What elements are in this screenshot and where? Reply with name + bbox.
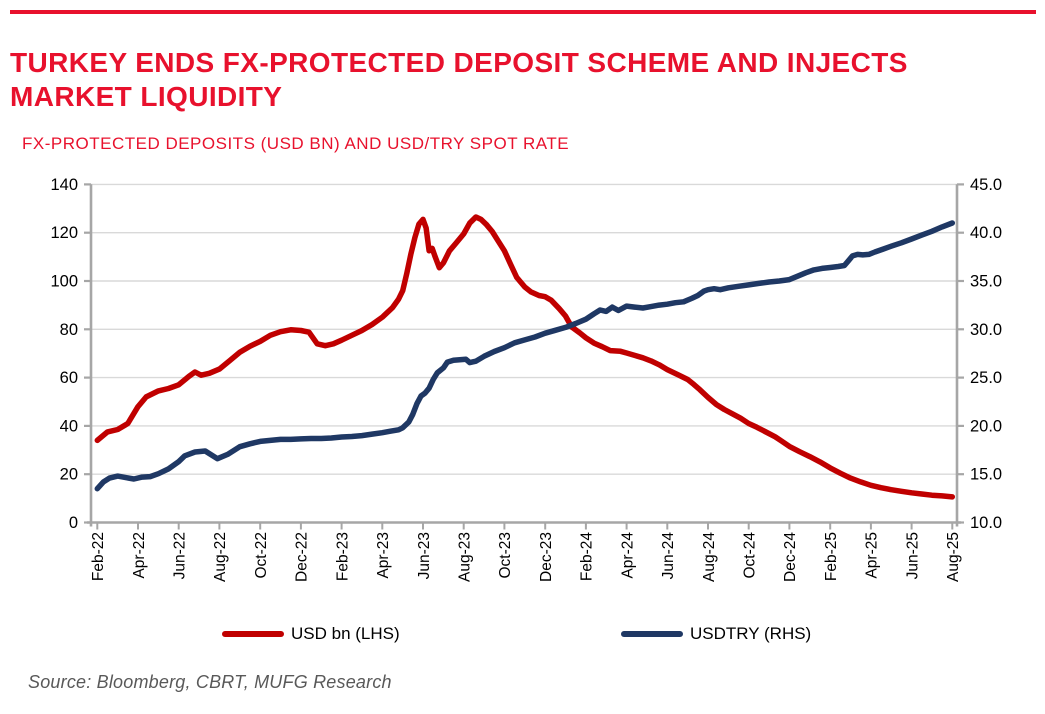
svg-text:Apr-25: Apr-25 [864,532,881,579]
legend-swatch-usd-bn [222,631,284,637]
source-note: Source: Bloomberg, CBRT, MUFG Research [28,672,392,692]
svg-text:140: 140 [50,176,78,194]
svg-text:Feb-23: Feb-23 [334,532,351,581]
svg-text:Apr-24: Apr-24 [619,532,636,579]
svg-text:0: 0 [69,514,78,532]
svg-text:30.0: 30.0 [970,321,1002,339]
gridlines [91,183,957,524]
svg-text:Oct-23: Oct-23 [497,532,514,579]
x-axis-labels: Feb-22 Apr-22 Jun-22 Aug-22 Oct-22 Dec-22 Feb-… [90,522,962,582]
svg-text:Jun-25: Jun-25 [904,532,921,579]
svg-text:120: 120 [50,224,78,242]
svg-text:Feb-25: Feb-25 [823,532,840,581]
svg-text:Dec-24: Dec-24 [782,532,799,582]
svg-text:Oct-22: Oct-22 [253,532,270,579]
svg-text:80: 80 [60,321,78,339]
svg-text:Dec-22: Dec-22 [294,532,311,582]
svg-text:15.0: 15.0 [970,466,1002,484]
svg-text:Oct-24: Oct-24 [742,532,759,579]
svg-text:10.0: 10.0 [970,514,1002,532]
left-axis-labels: 0 20 40 60 80 100 120 140 [50,176,91,532]
svg-text:Apr-23: Apr-23 [375,532,392,579]
series-usd-bn [94,214,956,500]
right-axis-labels: 10.0 15.0 20.0 25.0 30.0 35.0 40.0 45.0 [957,176,1002,532]
legend-label-usdtry: USDTRY (RHS) [690,624,812,643]
svg-text:Jun-22: Jun-22 [172,532,189,579]
svg-text:Feb-22: Feb-22 [90,532,107,581]
svg-text:Apr-22: Apr-22 [131,532,148,579]
svg-text:40.0: 40.0 [970,224,1002,242]
page-title-line1: TURKEY ENDS FX-PROTECTED DEPOSIT SCHEME … [10,47,908,78]
chart-legend: USD bn (LHS) USDTRY (RHS) [0,622,1045,646]
svg-text:40: 40 [60,417,78,435]
legend-swatch-usdtry [621,631,683,637]
svg-text:Aug-23: Aug-23 [457,532,474,582]
svg-text:Aug-22: Aug-22 [212,532,229,582]
page-title-line2: MARKET LIQUIDITY [10,81,283,112]
svg-text:60: 60 [60,369,78,387]
top-rule [10,10,1036,14]
svg-text:100: 100 [50,273,78,291]
svg-text:Aug-25: Aug-25 [945,532,962,582]
svg-text:45.0: 45.0 [970,176,1002,194]
svg-text:Dec-23: Dec-23 [538,532,555,582]
svg-text:20: 20 [60,466,78,484]
legend-item-usd-bn: USD bn (LHS) [222,622,400,646]
chart-subtitle: FX-PROTECTED DEPOSITS (USD BN) AND USD/T… [22,134,570,153]
svg-text:Feb-24: Feb-24 [579,532,596,581]
page-title: TURKEY ENDS FX-PROTECTED DEPOSIT SCHEME … [10,46,1010,114]
svg-text:Jun-23: Jun-23 [416,532,433,579]
svg-text:35.0: 35.0 [970,273,1002,291]
svg-text:25.0: 25.0 [970,369,1002,387]
legend-item-usdtry: USDTRY (RHS) [621,622,811,646]
series-usdtry [94,220,956,492]
svg-text:Jun-24: Jun-24 [660,532,677,580]
legend-label-usd-bn: USD bn (LHS) [291,624,400,643]
svg-text:20.0: 20.0 [970,417,1002,435]
axis-lines [87,184,961,527]
svg-text:Aug-24: Aug-24 [701,532,718,582]
